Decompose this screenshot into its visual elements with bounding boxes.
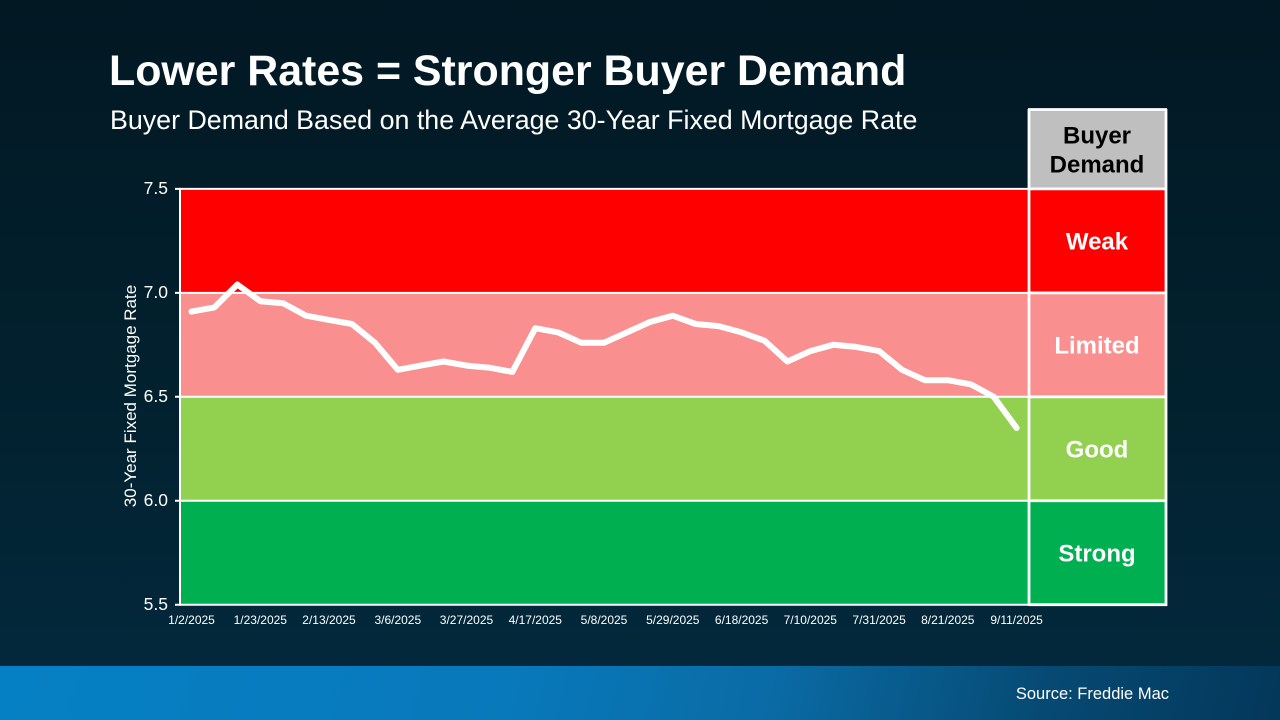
svg-text:5/29/2025: 5/29/2025 — [646, 613, 700, 627]
svg-text:4/17/2025: 4/17/2025 — [509, 613, 563, 627]
svg-text:7.5: 7.5 — [144, 178, 168, 198]
svg-text:Good: Good — [1066, 437, 1129, 464]
svg-text:5.5: 5.5 — [144, 594, 168, 614]
svg-text:Buyer: Buyer — [1063, 123, 1131, 150]
svg-text:Strong: Strong — [1058, 540, 1135, 567]
svg-text:1/2/2025: 1/2/2025 — [168, 613, 215, 627]
svg-text:3/27/2025: 3/27/2025 — [440, 613, 494, 627]
svg-text:3/6/2025: 3/6/2025 — [374, 613, 421, 627]
svg-text:6/18/2025: 6/18/2025 — [715, 613, 769, 627]
svg-text:2/13/2025: 2/13/2025 — [302, 613, 356, 627]
svg-text:Weak: Weak — [1066, 229, 1129, 256]
svg-text:Demand: Demand — [1050, 152, 1145, 179]
svg-text:7.0: 7.0 — [144, 282, 169, 302]
svg-text:7/31/2025: 7/31/2025 — [852, 613, 906, 627]
svg-text:1/23/2025: 1/23/2025 — [234, 613, 288, 627]
svg-text:5/8/2025: 5/8/2025 — [581, 613, 628, 627]
svg-text:Limited: Limited — [1054, 333, 1139, 360]
svg-text:30-Year Fixed Mortgage Rate: 30-Year Fixed Mortgage Rate — [121, 285, 140, 507]
svg-text:8/21/2025: 8/21/2025 — [921, 613, 975, 627]
svg-text:6.0: 6.0 — [144, 490, 169, 510]
svg-text:6.5: 6.5 — [144, 386, 168, 406]
svg-text:9/11/2025: 9/11/2025 — [990, 613, 1043, 627]
svg-text:7/10/2025: 7/10/2025 — [784, 613, 838, 627]
